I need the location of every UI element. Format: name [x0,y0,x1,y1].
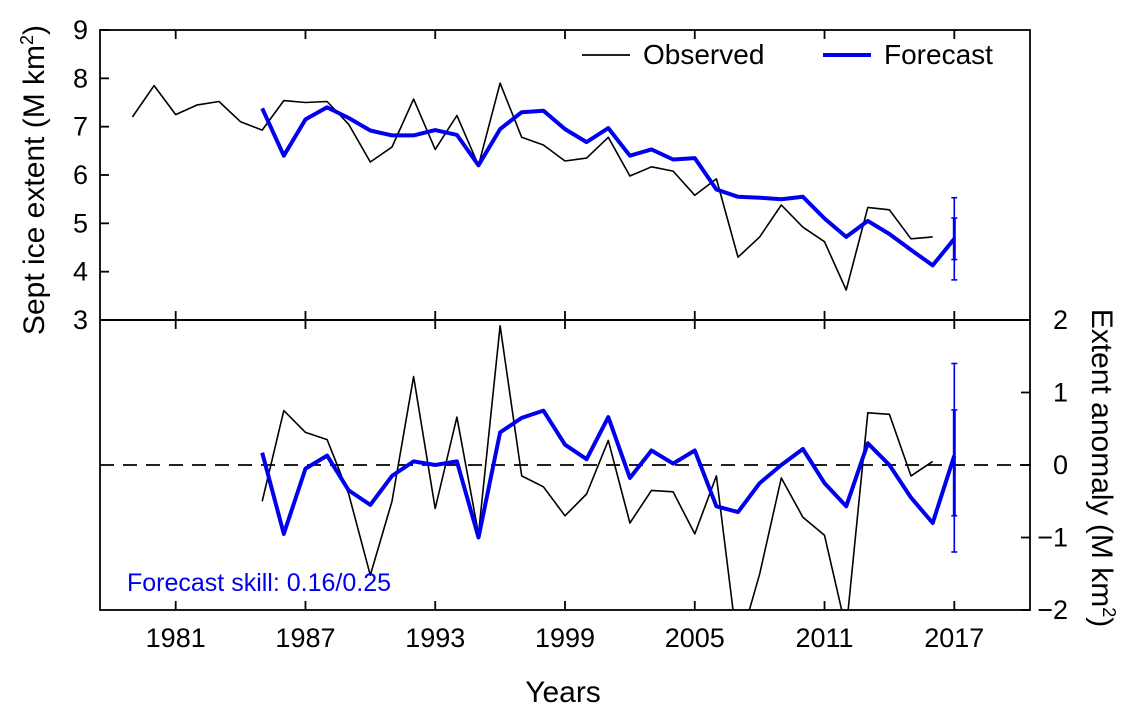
forecast-series-line [260,105,956,268]
x-tick-label: 2005 [665,623,725,653]
y-tick-label: 9 [73,15,88,45]
forecast-skill-annotation: Forecast skill: 0.16/0.25 [127,569,391,597]
legend-forecast-label: Forecast [884,39,993,70]
y-tick-label: 7 [73,112,88,142]
bottom-panel: −2 −1 0 1 2 1981 1987 1993 1999 2005 2011 2017 [99,305,1068,653]
y-tick-label: 8 [73,63,88,93]
y-tick-label: 6 [73,160,88,190]
x-tick-label: 1999 [535,623,595,653]
y-tick-label: 0 [1053,450,1068,480]
top-y-axis-title: Sept ice extent (M km2) [17,25,51,335]
y-tick-label: 1 [1053,378,1068,408]
observed-series-line [261,324,934,610]
x-tick-label: 1981 [146,623,206,653]
x-tick-label: 1987 [275,623,335,653]
bottom-y-axis-title: Extent anomaly (M km2) [1085,309,1119,627]
y-tick-label: 3 [73,305,88,335]
forecast-error-bar [951,362,958,553]
x-tick-label: 2011 [796,623,854,653]
y-tick-label: 5 [73,208,88,238]
forecast-series-line [260,408,957,540]
forecast-error-bar [951,196,958,281]
legend-observed-label: Observed [643,39,764,70]
legend: Observed Forecast [582,39,993,70]
x-axis-title: Years [525,676,601,709]
observed-series-line [131,82,933,291]
y-tick-label: −2 [1037,595,1068,625]
y-tick-label: 2 [1053,305,1068,335]
plot-frame [99,29,1031,321]
y-tick-label: 4 [73,257,88,287]
x-tick-label: 1993 [405,623,465,653]
y-tick-label: −1 [1037,523,1068,553]
x-tick-label: 2017 [924,623,984,653]
